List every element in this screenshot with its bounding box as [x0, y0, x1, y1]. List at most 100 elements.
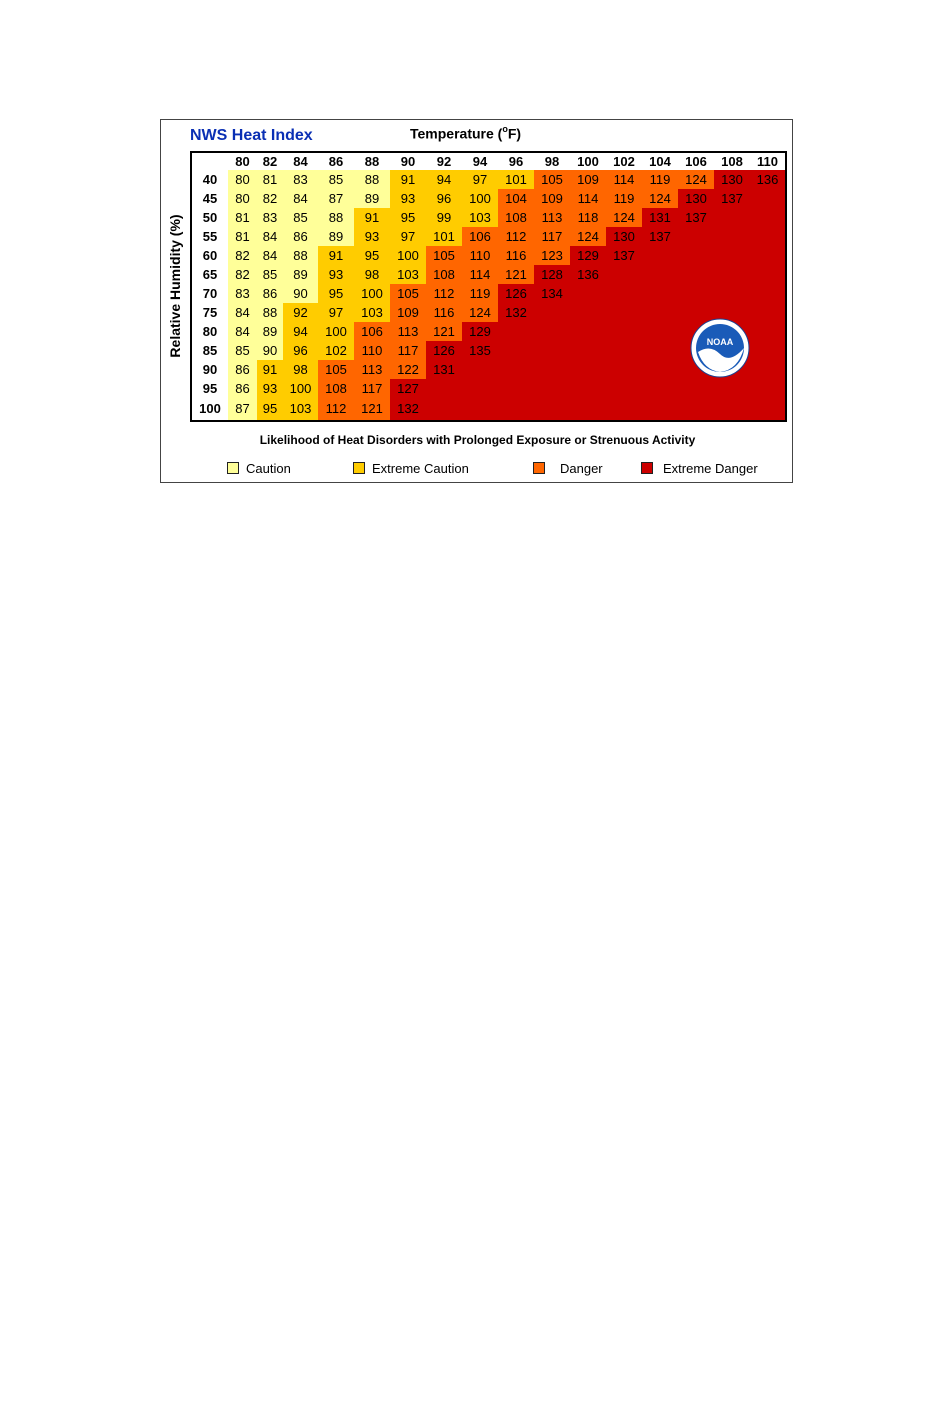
- heat-index-cell: 116: [426, 303, 462, 322]
- empty-cell: [642, 322, 678, 341]
- heat-index-cell: 119: [606, 189, 642, 208]
- noaa-logo-icon: NOAA: [690, 318, 750, 378]
- heat-index-cell: 98: [283, 360, 318, 379]
- heat-index-cell: 93: [257, 379, 283, 398]
- table-corner: [192, 153, 228, 170]
- empty-cell: [750, 189, 785, 208]
- heat-index-cell: 93: [318, 265, 354, 284]
- legend-item-caution: Caution: [227, 460, 291, 476]
- heat-index-cell: 89: [354, 189, 390, 208]
- legend-swatch-extreme-danger: [641, 462, 653, 474]
- heat-index-cell: 83: [257, 208, 283, 227]
- heat-index-cell: 95: [318, 284, 354, 303]
- heat-index-cell: 122: [390, 360, 426, 379]
- empty-cell: [426, 398, 462, 420]
- heat-index-cell: 119: [642, 170, 678, 189]
- heat-index-cell: 94: [426, 170, 462, 189]
- heat-index-cell: 103: [354, 303, 390, 322]
- heat-index-cell: 124: [462, 303, 498, 322]
- heat-index-cell: 106: [462, 227, 498, 246]
- heat-index-cell: 121: [426, 322, 462, 341]
- heat-index-cell: 86: [228, 379, 257, 398]
- empty-cell: [750, 265, 785, 284]
- x-axis-label-text: Temperature (: [410, 125, 503, 142]
- row-header: 90: [192, 360, 228, 379]
- heat-index-cell: 132: [498, 303, 534, 322]
- empty-cell: [678, 398, 714, 420]
- heat-index-cell: 137: [606, 246, 642, 265]
- heat-index-cell: 109: [534, 189, 570, 208]
- degree-symbol: o: [502, 124, 508, 134]
- heat-index-cell: 132: [390, 398, 426, 420]
- empty-cell: [678, 303, 714, 322]
- heat-index-cell: 85: [283, 208, 318, 227]
- heat-index-cell: 98: [354, 265, 390, 284]
- heat-index-cell: 136: [570, 265, 606, 284]
- heat-index-cell: 96: [283, 341, 318, 360]
- empty-cell: [642, 379, 678, 398]
- column-header: 86: [318, 153, 354, 170]
- empty-cell: [534, 303, 570, 322]
- empty-cell: [534, 398, 570, 420]
- heat-index-cell: 130: [606, 227, 642, 246]
- heat-index-cell: 82: [257, 189, 283, 208]
- heat-index-cell: 109: [570, 170, 606, 189]
- heat-index-cell: 130: [714, 170, 750, 189]
- row-header: 80: [192, 322, 228, 341]
- column-header: 88: [354, 153, 390, 170]
- heat-index-cell: 86: [283, 227, 318, 246]
- empty-cell: [570, 379, 606, 398]
- heat-index-cell: 96: [426, 189, 462, 208]
- heat-index-cell: 105: [534, 170, 570, 189]
- row-header: 60: [192, 246, 228, 265]
- heat-index-cell: 105: [390, 284, 426, 303]
- empty-cell: [534, 379, 570, 398]
- legend-label-extreme-danger: Extreme Danger: [663, 460, 758, 476]
- legend-label-caution: Caution: [246, 460, 291, 476]
- heat-index-cell: 114: [570, 189, 606, 208]
- empty-cell: [750, 322, 785, 341]
- empty-cell: [714, 398, 750, 420]
- heat-index-cell: 137: [714, 189, 750, 208]
- empty-cell: [426, 379, 462, 398]
- empty-cell: [570, 360, 606, 379]
- heat-index-cell: 131: [642, 208, 678, 227]
- heat-index-cell: 90: [283, 284, 318, 303]
- row-header: 70: [192, 284, 228, 303]
- heat-index-cell: 128: [534, 265, 570, 284]
- row-header: 75: [192, 303, 228, 322]
- heat-index-cell: 92: [283, 303, 318, 322]
- legend-swatch-caution: [227, 462, 239, 474]
- heat-index-cell: 118: [570, 208, 606, 227]
- empty-cell: [462, 398, 498, 420]
- column-header: 106: [678, 153, 714, 170]
- column-header: 98: [534, 153, 570, 170]
- empty-cell: [642, 303, 678, 322]
- row-header: 85: [192, 341, 228, 360]
- heat-index-cell: 101: [498, 170, 534, 189]
- heat-index-cell: 93: [354, 227, 390, 246]
- heat-index-cell: 88: [318, 208, 354, 227]
- legend-item-danger: Danger: [533, 460, 603, 476]
- empty-cell: [750, 208, 785, 227]
- heat-index-cell: 88: [283, 246, 318, 265]
- row-header: 40: [192, 170, 228, 189]
- heat-index-cell: 124: [570, 227, 606, 246]
- heat-index-cell: 100: [390, 246, 426, 265]
- heat-index-cell: 102: [318, 341, 354, 360]
- empty-cell: [678, 284, 714, 303]
- heat-index-cell: 121: [498, 265, 534, 284]
- heat-index-cell: 131: [426, 360, 462, 379]
- heat-index-cell: 137: [642, 227, 678, 246]
- empty-cell: [498, 360, 534, 379]
- heat-index-cell: 117: [534, 227, 570, 246]
- column-header: 110: [750, 153, 785, 170]
- heat-index-cell: 117: [354, 379, 390, 398]
- x-axis-label: Temperature (oF): [410, 124, 521, 142]
- heat-index-cell: 80: [228, 189, 257, 208]
- heat-index-cell: 101: [426, 227, 462, 246]
- column-header: 102: [606, 153, 642, 170]
- empty-cell: [534, 322, 570, 341]
- heat-index-cell: 82: [228, 246, 257, 265]
- heat-index-cell: 110: [354, 341, 390, 360]
